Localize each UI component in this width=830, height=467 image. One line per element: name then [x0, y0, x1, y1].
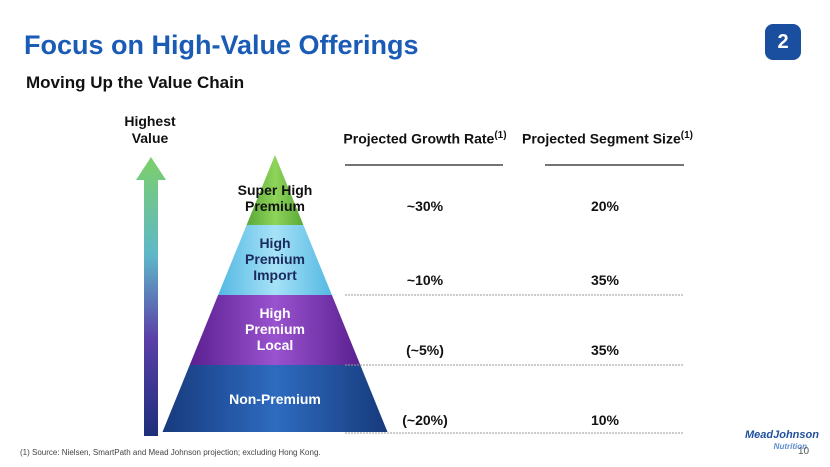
subtitle: Moving Up the Value Chain — [26, 73, 245, 92]
logo-name: MeadJohnson — [745, 429, 819, 441]
table-cell: 35% — [590, 342, 620, 358]
level-label: Non-Premium — [229, 391, 321, 407]
logo: MeadJohnson Nutrition — [745, 429, 819, 452]
pyramid-level — [162, 365, 388, 432]
table-cell: ~10% — [406, 272, 444, 288]
header-note: (1) — [494, 130, 507, 141]
table-cell: ~30% — [406, 198, 444, 214]
table-cell: (~20%) — [402, 412, 448, 428]
column-header: Projected Growth Rate(1) — [340, 126, 510, 149]
value-arrow — [136, 157, 166, 436]
column-header: Projected Segment Size(1) — [520, 126, 695, 149]
table-cell: 10% — [590, 412, 620, 428]
arrow-label: Highest Value — [124, 113, 176, 146]
pyramid-level — [218, 225, 332, 295]
level-label: High Premium Import — [245, 235, 305, 283]
level-label: High Premium Local — [245, 305, 305, 353]
table-cell: (~5%) — [406, 342, 444, 358]
table-cell: 20% — [590, 198, 620, 214]
section-badge: 2 — [765, 24, 801, 60]
page-number: 10 — [798, 446, 810, 457]
pyramid-level — [246, 155, 304, 225]
pyramid-level — [189, 295, 361, 365]
table-cell: 35% — [590, 272, 620, 288]
footnote: (1) Source: Nielsen, SmartPath and Mead … — [20, 448, 321, 457]
header-text: Projected Segment Size — [522, 130, 681, 147]
logo-tagline: Nutrition — [773, 442, 807, 451]
title: Focus on High-Value Offerings — [24, 30, 419, 60]
level-label: Super High Premium — [237, 182, 313, 214]
header-note: (1) — [680, 130, 693, 141]
header-text: Projected Growth Rate — [343, 130, 495, 147]
